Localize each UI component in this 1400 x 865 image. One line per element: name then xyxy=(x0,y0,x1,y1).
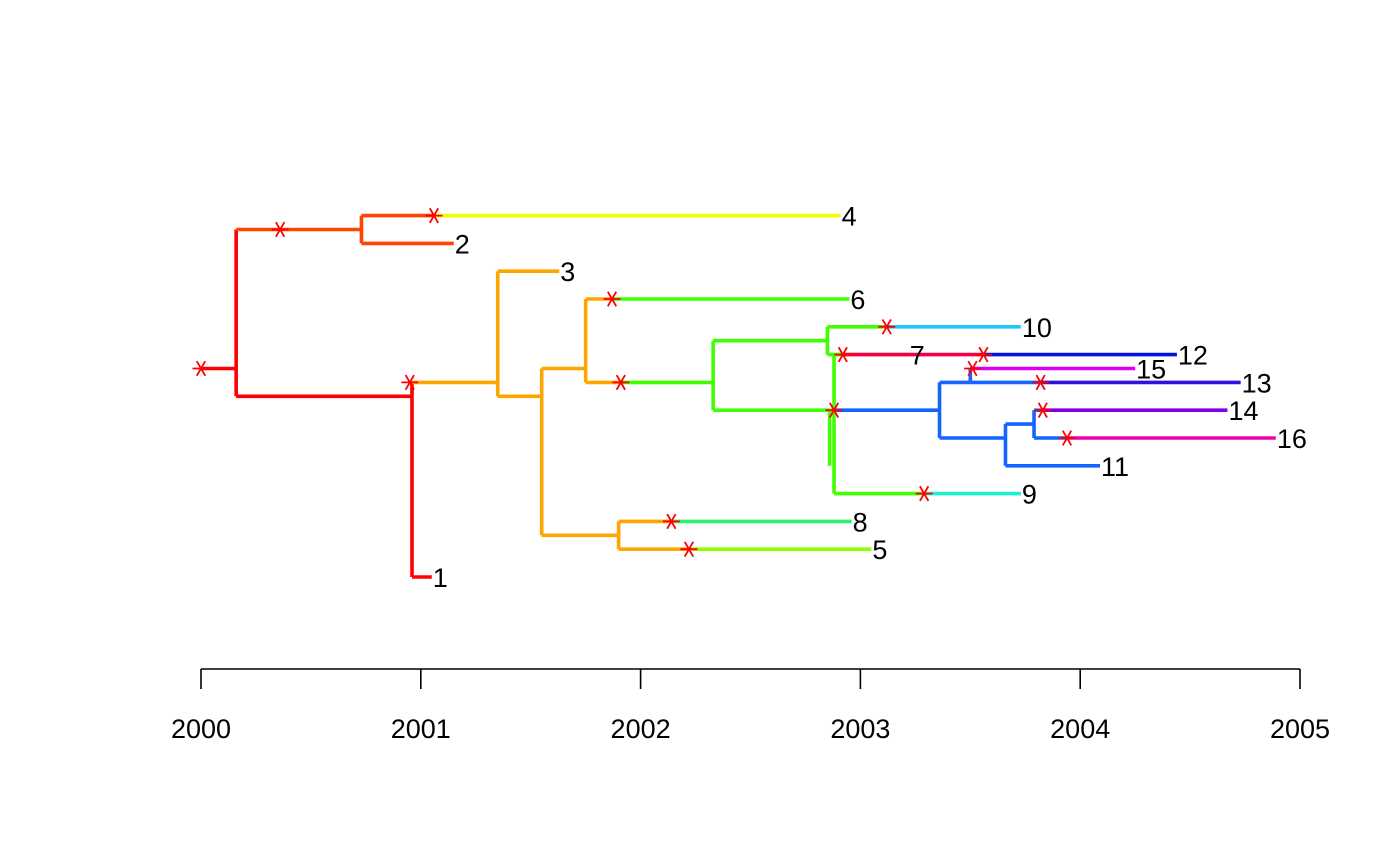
x-tick-label-2002: 2002 xyxy=(611,714,671,744)
tip-label-1: 1 xyxy=(433,563,448,593)
transmission-markers xyxy=(192,207,1076,558)
tip-label-6: 6 xyxy=(850,285,865,315)
tip-label-15: 15 xyxy=(1136,355,1166,385)
tip-label-14: 14 xyxy=(1228,396,1258,426)
x-tick-label-2005: 2005 xyxy=(1270,714,1330,744)
transmission-marker-14 xyxy=(1058,430,1076,446)
tip-label-12: 12 xyxy=(1178,341,1208,371)
transmission-marker-4 xyxy=(401,374,419,391)
transmission-marker-1 xyxy=(192,360,210,377)
transmission-marker-9 xyxy=(974,346,992,363)
x-tick-label-2004: 2004 xyxy=(1050,714,1110,744)
transmission-marker-13 xyxy=(1034,402,1052,419)
tip-label-13: 13 xyxy=(1242,368,1272,398)
tip-label-16: 16 xyxy=(1277,424,1307,454)
transmission-marker-16 xyxy=(662,513,680,530)
transmission-marker-8 xyxy=(834,346,852,363)
transmission-marker-6 xyxy=(612,374,630,391)
transmission-marker-5 xyxy=(603,291,621,307)
x-tick-label-2000: 2000 xyxy=(171,714,231,744)
transmission-marker-10 xyxy=(963,360,981,377)
tip-label-4: 4 xyxy=(842,202,857,232)
tip-label-7: 7 xyxy=(910,341,925,371)
tip-label-8: 8 xyxy=(853,507,868,537)
tip-label-11: 11 xyxy=(1101,452,1129,482)
transmission-marker-12 xyxy=(825,402,843,419)
tip-label-3: 3 xyxy=(560,257,575,287)
x-axis: 2000 2001 2002 2003 2004 2005 xyxy=(171,668,1330,744)
tip-label-10: 10 xyxy=(1022,313,1052,343)
x-tick-label-2001: 2001 xyxy=(391,714,451,744)
transmission-marker-15 xyxy=(915,485,933,502)
tip-label-5: 5 xyxy=(872,535,887,565)
transmission-marker-2 xyxy=(271,221,289,238)
transmission-marker-17 xyxy=(680,541,698,558)
transmission-marker-3 xyxy=(425,207,443,224)
tip-label-9: 9 xyxy=(1022,480,1037,510)
transmission-marker-7 xyxy=(878,318,896,335)
tip-label-2: 2 xyxy=(455,229,470,259)
x-tick-label-2003: 2003 xyxy=(830,714,890,744)
tree-branches xyxy=(201,213,1276,579)
transmission-marker-11 xyxy=(1032,374,1050,391)
